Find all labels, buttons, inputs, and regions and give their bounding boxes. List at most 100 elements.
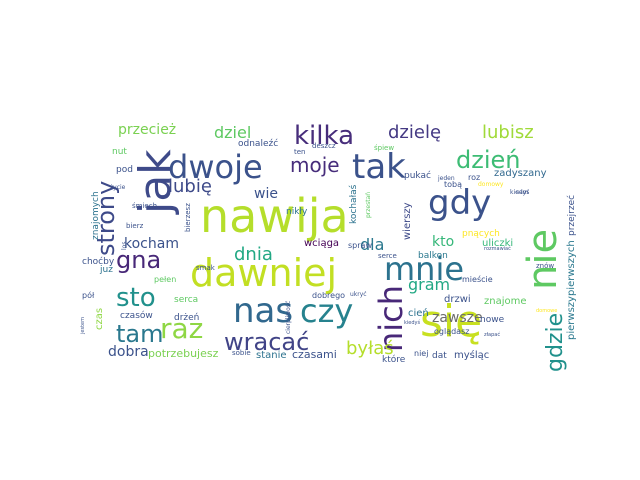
word-cloud-word: bierzesz (184, 203, 192, 232)
word-cloud-word: jak (130, 149, 181, 215)
word-cloud-word: tak (352, 147, 406, 187)
word-cloud-word: wracać (224, 328, 309, 356)
word-cloud-word: pukać (404, 170, 431, 181)
word-cloud-word: gram (408, 275, 450, 294)
word-cloud-word: los (121, 242, 128, 250)
word-cloud-word: zadyszany (494, 168, 547, 179)
word-cloud-word: cierpliwość (285, 301, 292, 334)
word-cloud-word: wie (254, 186, 278, 202)
word-cloud-word: dobra (108, 344, 149, 360)
word-cloud-word: dzielę (388, 122, 441, 143)
word-cloud-word: wciąga (304, 238, 339, 249)
word-cloud-word: ukryć (350, 291, 367, 298)
word-cloud-word: kilka (294, 121, 354, 151)
word-cloud-word: kiedyś (510, 189, 529, 196)
word-cloud-word: dnia (234, 244, 273, 265)
word-cloud-word: odnaleźć (238, 138, 278, 149)
word-cloud-word: czas (94, 308, 105, 330)
word-cloud-word: dziel (214, 123, 251, 142)
word-cloud-word: pół (82, 290, 95, 300)
word-cloud-word: sto (116, 283, 156, 313)
word-cloud-word: cień (408, 307, 429, 319)
word-cloud-word: życie (110, 184, 126, 191)
word-cloud-word: pnących (462, 229, 500, 239)
word-cloud-word: lubię (168, 176, 212, 197)
word-cloud-word: choćby (82, 256, 115, 267)
word-cloud-word: strony (92, 181, 120, 256)
word-cloud-word: przecież (118, 122, 176, 138)
word-cloud-word: dawniej (190, 251, 337, 295)
word-cloud-word: czy (300, 292, 353, 330)
word-cloud-word: nowe (480, 315, 505, 325)
word-cloud-word: jeden (437, 175, 455, 182)
word-cloud-word: pod (116, 165, 133, 175)
word-cloud-word: które (382, 354, 406, 365)
word-cloud-word: przestań (365, 192, 372, 218)
word-cloud-word: nut (112, 147, 127, 157)
word-cloud-word: deszcz (312, 142, 336, 150)
word-cloud-word: gna (116, 246, 161, 274)
word-cloud-word: się (420, 296, 482, 347)
word-cloud-word: nas (233, 291, 293, 331)
word-cloud-word: śpiew (374, 144, 394, 152)
word-cloud-word: roz (468, 173, 480, 182)
word-cloud-word: dwoje (168, 148, 263, 186)
word-cloud-word: znajome (484, 296, 527, 307)
word-cloud-word: dzień (456, 146, 520, 174)
word-cloud-word: wierszy (402, 202, 413, 240)
word-cloud-word: zawsze (432, 310, 483, 326)
word-cloud-word: mieście (462, 274, 493, 284)
word-cloud-word: spraw (348, 241, 372, 250)
word-cloud-word: pełen (154, 275, 176, 284)
word-cloud-word: stanie (256, 350, 287, 361)
word-cloud-word: moje (290, 153, 340, 177)
word-cloud-word: czasami (292, 348, 337, 361)
word-cloud-word: nich (372, 285, 410, 352)
word-cloud-word: czasów (120, 310, 153, 321)
word-cloud-word: już (99, 265, 113, 275)
word-cloud-word: bierz (126, 222, 144, 230)
word-cloud-word: myśląc (454, 349, 489, 361)
word-cloud-word: pierwszypierwszych (566, 240, 577, 340)
word-cloud-word: drzwi (444, 294, 471, 305)
word-cloud-word: złapać (484, 331, 500, 338)
word-cloud-word: znów (536, 262, 554, 270)
word-cloud-word: kto (432, 234, 454, 250)
word-cloud-word: sobie (232, 349, 251, 357)
word-cloud-word: nikły (286, 207, 308, 217)
word-cloud-word: uliczki (482, 238, 513, 249)
word-cloud-word: gdy (428, 183, 491, 223)
word-cloud-word: śmiech (132, 202, 157, 210)
word-cloud-word: znajomych (91, 191, 101, 240)
word-cloud-word: byłaś (346, 338, 394, 359)
word-cloud-word: sam (516, 189, 529, 196)
word-cloud-word: raz (160, 312, 203, 345)
word-cloud-word: domowe (536, 308, 557, 314)
word-cloud-word: drżeń (174, 313, 199, 323)
word-cloud-word: kocham (124, 236, 179, 252)
word-cloud-word: rozmawiać (484, 245, 511, 252)
word-cloud-word: tobą (444, 180, 462, 189)
word-cloud-word: kiedyś (404, 319, 420, 326)
word-cloud-word: dla (360, 235, 384, 254)
word-cloud-word: jestem (80, 317, 86, 335)
word-cloud-word: smak (196, 264, 216, 272)
word-cloud-word: gdzie (543, 313, 568, 372)
word-cloud-word: balkon (418, 251, 448, 261)
word-cloud-word: ten (294, 148, 306, 156)
word-cloud-word: serca (174, 295, 198, 305)
word-cloud-word: oglądasz (434, 327, 469, 336)
word-cloud-word: nie (520, 229, 566, 290)
word-cloud-word: tam (116, 320, 164, 348)
word-cloud-word: mnie (384, 250, 464, 288)
word-cloud-word: nawija (200, 189, 349, 243)
word-cloud-word: potrzebujesz (148, 347, 219, 360)
word-cloud-word: dat (432, 351, 447, 361)
word-cloud-word: lubisz (482, 122, 534, 143)
word-cloud-word: domowy (478, 181, 504, 188)
word-cloud-word: serce (378, 252, 397, 260)
word-cloud-word: kochałaś (348, 184, 359, 224)
word-cloud-word: niej (414, 349, 428, 358)
word-cloud-word: dobrego (312, 291, 345, 300)
